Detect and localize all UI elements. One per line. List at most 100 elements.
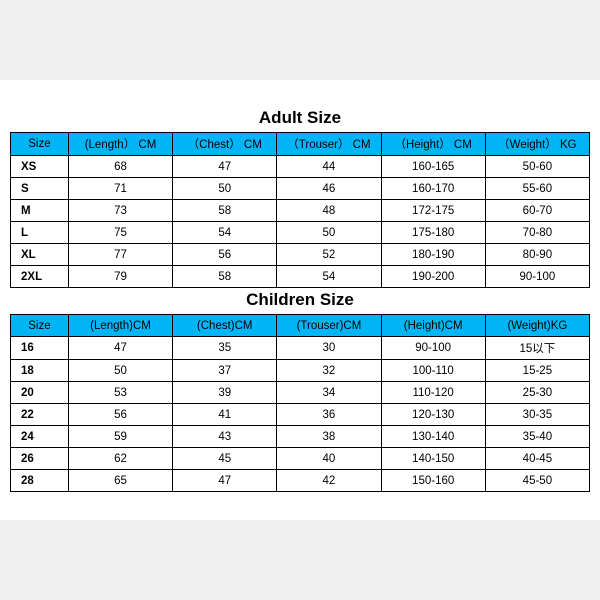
table-cell: 42: [277, 470, 381, 492]
table-cell: 59: [68, 426, 172, 448]
table-row: 26624540140-15040-45: [11, 448, 590, 470]
adult-size-table: Size (Length） CM （Chest） CM （Trouser） CM…: [10, 132, 590, 288]
table-row: XL775652180-19080-90: [11, 244, 590, 266]
table-cell: 68: [68, 156, 172, 178]
table-cell: S: [11, 178, 69, 200]
table-row: 24594338130-14035-40: [11, 426, 590, 448]
table-cell: L: [11, 222, 69, 244]
table-cell: 70-80: [485, 222, 589, 244]
col-chest: （Chest） CM: [173, 133, 277, 156]
children-header-row: Size (Length)CM (Chest)CM (Trouser)CM (H…: [11, 315, 590, 337]
table-cell: 80-90: [485, 244, 589, 266]
table-cell: 40: [277, 448, 381, 470]
table-cell: 18: [11, 360, 69, 382]
table-cell: 50: [173, 178, 277, 200]
adult-header-row: Size (Length） CM （Chest） CM （Trouser） CM…: [11, 133, 590, 156]
table-cell: 32: [277, 360, 381, 382]
adult-title: Adult Size: [10, 108, 590, 128]
table-cell: 26: [11, 448, 69, 470]
table-row: 22564136120-13030-35: [11, 404, 590, 426]
table-cell: 15以下: [485, 337, 589, 360]
table-cell: 39: [173, 382, 277, 404]
table-cell: 50: [68, 360, 172, 382]
table-row: 20533934110-12025-30: [11, 382, 590, 404]
table-cell: 48: [277, 200, 381, 222]
table-cell: 160-170: [381, 178, 485, 200]
table-cell: 56: [68, 404, 172, 426]
children-title: Children Size: [10, 290, 590, 310]
table-cell: 44: [277, 156, 381, 178]
table-cell: 40-45: [485, 448, 589, 470]
table-cell: 54: [277, 266, 381, 288]
table-cell: XS: [11, 156, 69, 178]
table-cell: 90-100: [485, 266, 589, 288]
table-cell: 190-200: [381, 266, 485, 288]
table-cell: 58: [173, 200, 277, 222]
table-row: 1647353090-10015以下: [11, 337, 590, 360]
table-cell: 71: [68, 178, 172, 200]
table-cell: 54: [173, 222, 277, 244]
table-row: S715046160-17055-60: [11, 178, 590, 200]
table-cell: 60-70: [485, 200, 589, 222]
table-row: 18503732100-11015-25: [11, 360, 590, 382]
table-cell: 45: [173, 448, 277, 470]
table-cell: 28: [11, 470, 69, 492]
table-cell: 56: [173, 244, 277, 266]
col-weight: (Weight)KG: [485, 315, 589, 337]
table-cell: 52: [277, 244, 381, 266]
table-cell: 77: [68, 244, 172, 266]
col-length: (Length） CM: [68, 133, 172, 156]
table-cell: 79: [68, 266, 172, 288]
table-cell: 43: [173, 426, 277, 448]
table-cell: 130-140: [381, 426, 485, 448]
table-cell: 150-160: [381, 470, 485, 492]
table-row: M735848172-17560-70: [11, 200, 590, 222]
col-size: Size: [11, 315, 69, 337]
col-size: Size: [11, 133, 69, 156]
table-cell: 34: [277, 382, 381, 404]
col-length: (Length)CM: [68, 315, 172, 337]
table-cell: 15-25: [485, 360, 589, 382]
table-row: 2XL795854190-20090-100: [11, 266, 590, 288]
table-cell: 36: [277, 404, 381, 426]
children-size-table: Size (Length)CM (Chest)CM (Trouser)CM (H…: [10, 314, 590, 492]
table-cell: 53: [68, 382, 172, 404]
col-chest: (Chest)CM: [173, 315, 277, 337]
table-cell: 22: [11, 404, 69, 426]
table-cell: 47: [68, 337, 172, 360]
table-cell: 90-100: [381, 337, 485, 360]
size-chart-container: Adult Size Size (Length） CM （Chest） CM （…: [0, 80, 600, 520]
table-cell: 30: [277, 337, 381, 360]
table-cell: 37: [173, 360, 277, 382]
table-cell: 140-150: [381, 448, 485, 470]
table-row: XS684744160-16550-60: [11, 156, 590, 178]
col-height: （Height） CM: [381, 133, 485, 156]
table-cell: 50-60: [485, 156, 589, 178]
table-cell: 38: [277, 426, 381, 448]
table-cell: 24: [11, 426, 69, 448]
table-cell: M: [11, 200, 69, 222]
table-cell: 110-120: [381, 382, 485, 404]
col-weight: （Weight） KG: [485, 133, 589, 156]
table-cell: 35-40: [485, 426, 589, 448]
table-cell: 65: [68, 470, 172, 492]
table-cell: 25-30: [485, 382, 589, 404]
table-cell: 45-50: [485, 470, 589, 492]
table-cell: 20: [11, 382, 69, 404]
table-cell: 41: [173, 404, 277, 426]
table-row: 28654742150-16045-50: [11, 470, 590, 492]
table-cell: 35: [173, 337, 277, 360]
col-trouser: （Trouser） CM: [277, 133, 381, 156]
table-cell: 46: [277, 178, 381, 200]
table-cell: 16: [11, 337, 69, 360]
table-cell: 180-190: [381, 244, 485, 266]
table-cell: 30-35: [485, 404, 589, 426]
table-cell: 120-130: [381, 404, 485, 426]
table-cell: 58: [173, 266, 277, 288]
table-cell: 55-60: [485, 178, 589, 200]
table-cell: 160-165: [381, 156, 485, 178]
table-cell: 62: [68, 448, 172, 470]
table-cell: 75: [68, 222, 172, 244]
table-row: L755450175-18070-80: [11, 222, 590, 244]
table-cell: 175-180: [381, 222, 485, 244]
